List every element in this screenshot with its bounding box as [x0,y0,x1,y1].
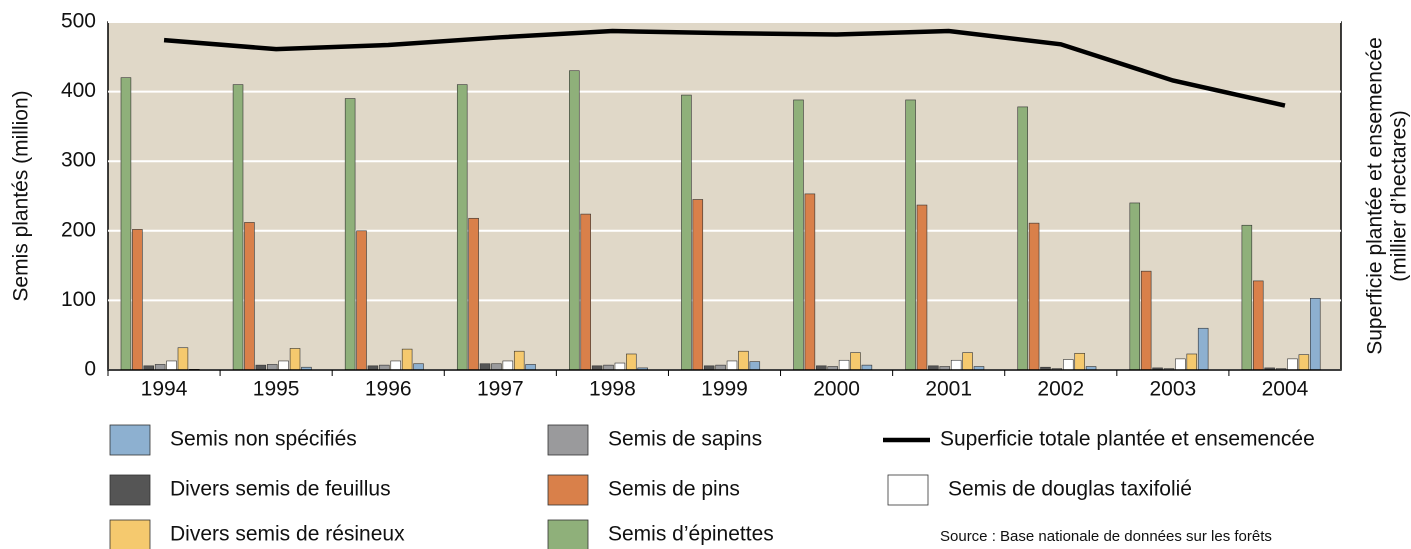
bar [502,360,514,371]
legend-label: Divers semis de résineux [170,523,405,546]
bar [850,352,861,371]
bar [1028,222,1040,371]
legend-swatch [547,519,589,549]
bar [793,99,804,371]
legend-label: Semis d’épinettes [608,523,774,546]
bar [626,353,637,371]
bar [456,84,468,371]
line [163,28,1286,108]
bar [1253,280,1264,371]
bar [491,363,502,371]
x-tick-label: 1998 [589,378,636,401]
bar [525,364,536,371]
legend-swatch [547,424,589,456]
bar [1287,358,1298,371]
bar [1241,224,1253,371]
bar [278,360,289,371]
bar [356,230,367,371]
y-axis-label: Semis plantés (million) [10,90,33,301]
bar [738,350,749,371]
y-tick-label: 100 [61,288,96,311]
bar [120,77,132,371]
legend-label: Semis de douglas taxifolié [948,478,1192,501]
bar [804,193,816,371]
bar [1186,353,1198,371]
legend-swatch [109,474,151,506]
bar [401,348,413,371]
legend-swatch [109,519,151,549]
bar [580,213,591,371]
bar [749,361,761,371]
bar [962,352,973,371]
x-tick-label: 1994 [141,378,188,401]
bar [905,99,916,371]
bar [614,362,626,371]
bar [390,360,401,371]
y-tick-label: 300 [61,149,96,172]
legend-label: Semis de pins [608,478,740,501]
bar [1074,352,1085,371]
source: Source : Base nationale de données sur l… [940,528,1272,545]
bar [1063,359,1074,371]
x-tick-label: 1995 [253,378,300,401]
bar [177,347,189,371]
x-tick-label: 1996 [365,378,412,401]
bar [1140,270,1152,371]
bar [1175,358,1186,371]
y-tick-label: 400 [61,79,96,102]
bar [132,229,143,371]
bar [166,360,177,371]
bar [468,217,479,371]
bar [726,360,738,371]
x-tick-label: 1997 [477,378,524,401]
x-tick-label: 2002 [1037,378,1084,401]
legend-label: Divers semis de feuillus [170,478,391,501]
bar [479,363,491,371]
legend-swatch [109,424,151,456]
bar [1310,298,1321,371]
x-tick-label: 2000 [813,378,860,401]
bar [1197,327,1209,371]
bar [838,359,850,371]
legend-label: Semis de sapins [608,428,762,451]
bar [244,222,255,371]
y-tick-label: 200 [61,218,96,241]
legend-label: Semis non spécifiés [170,428,357,451]
x-tick-label: 2003 [1150,378,1197,401]
bar [344,98,356,371]
bar [1298,354,1310,371]
legend-label: Superficie totale plantée et ensemencée [940,428,1315,451]
bar [950,359,962,371]
bar [1129,202,1141,371]
bar [1017,106,1028,371]
bar [513,350,525,371]
x-tick-label: 1999 [701,378,748,401]
legend-swatch [887,474,929,506]
y-tick-label: 0 [84,358,96,381]
bar [289,348,301,371]
x-tick-label: 2004 [1262,378,1309,401]
y-tick-label: 500 [61,10,96,33]
y2-axis-label: Superficie plantée et ensemencée [1364,37,1387,355]
bar [569,70,580,371]
bar [154,364,166,371]
bar [692,199,704,371]
bar [232,84,244,371]
x-tick-label: 2001 [925,378,972,401]
y2-axis-label: (millier d’hectares) [1388,110,1411,282]
bar [681,94,692,371]
legend-swatch [547,474,589,506]
bar [916,204,928,371]
bar [413,363,424,371]
bar [266,364,278,371]
